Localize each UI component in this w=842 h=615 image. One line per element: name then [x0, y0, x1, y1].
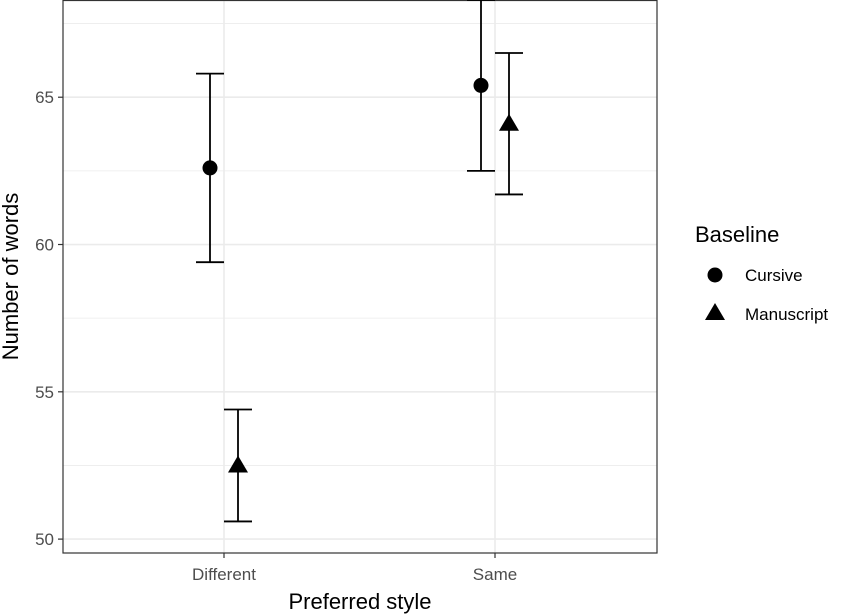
data-point-group	[495, 52, 523, 196]
ticks-layer: 50 55 60 65 Different Same	[35, 88, 517, 584]
data-point-group	[224, 408, 252, 523]
data-point-triangle	[228, 455, 248, 473]
legend-key-triangle	[705, 303, 725, 320]
legend-label: Manuscript	[745, 305, 828, 324]
y-axis-title: Number of words	[0, 193, 23, 361]
data-point-circle	[202, 160, 218, 176]
panel-border	[62, 0, 658, 554]
y-tick-label: 60	[35, 236, 54, 255]
x-axis-title: Preferred style	[288, 589, 431, 614]
legend-title: Baseline	[695, 222, 779, 247]
data-point-group	[196, 72, 224, 264]
data-point-circle	[473, 77, 489, 93]
legend-item: Manuscript	[705, 303, 828, 324]
data-point-group	[467, 0, 495, 172]
legend-item: Cursive	[707, 266, 803, 285]
grid-layer	[63, 0, 657, 553]
y-tick-label: 65	[35, 88, 54, 107]
x-tick-label: Same	[473, 565, 517, 584]
legend-items: Cursive Manuscript	[705, 266, 828, 324]
legend: Baseline Cursive Manuscript	[695, 222, 828, 324]
y-tick-label: 50	[35, 530, 54, 549]
x-tick-label: Different	[192, 565, 256, 584]
data-layer	[196, 0, 523, 523]
legend-label: Cursive	[745, 266, 803, 285]
y-tick-label: 55	[35, 383, 54, 402]
legend-key-circle	[707, 267, 723, 283]
data-point-triangle	[499, 113, 519, 131]
